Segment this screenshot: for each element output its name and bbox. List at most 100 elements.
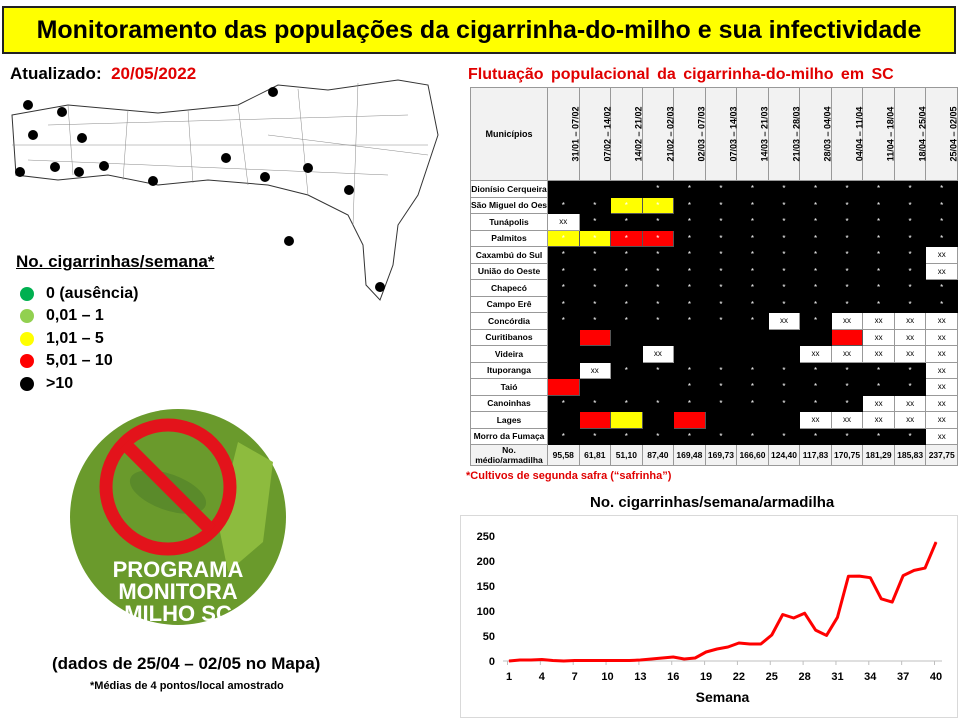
week-cell: *: [767, 427, 801, 445]
week-cell: xx: [830, 345, 864, 363]
footnote: *Médias de 4 pontos/local amostrado: [90, 680, 284, 692]
header-week: 21/02 – 02/03: [641, 87, 675, 181]
week-cell: *: [830, 279, 864, 297]
week-cell: [704, 411, 738, 429]
week-cell: *: [704, 262, 738, 280]
week-cell: [547, 328, 580, 346]
week-cell: *: [925, 279, 958, 297]
municipality-name: Ituporanga: [470, 361, 548, 379]
week-cell: *: [673, 246, 706, 264]
week-cell: [547, 345, 580, 363]
municipality-name: Caxambú do Sul: [470, 246, 548, 264]
week-cell: *: [736, 213, 769, 231]
legend-item: >10: [20, 375, 73, 393]
week-cell: *: [704, 213, 738, 231]
week-cell: *: [641, 312, 675, 330]
table-row: União do Oeste * * * * * * * * * * * * xx: [470, 262, 958, 280]
week-cell: *: [673, 312, 706, 330]
data-point: [508, 660, 510, 662]
week-cell: *: [925, 213, 958, 231]
municipality-name: Curitibanos: [470, 328, 548, 346]
week-cell: *: [673, 394, 706, 412]
week-cell: *: [641, 229, 675, 247]
week-cell: *: [830, 196, 864, 214]
week-cell: *: [547, 229, 580, 247]
data-point: [541, 659, 543, 660]
legend-label: 0 (ausência): [46, 285, 139, 302]
data-point: [804, 612, 806, 614]
week-cell: xx: [893, 394, 927, 412]
week-cell: *: [610, 427, 643, 445]
data-point: [519, 659, 521, 661]
table-row: São Miguel do Oeste * * * * * * * * * * * * *: [470, 196, 958, 214]
week-cell: *: [610, 229, 643, 247]
legend-item: 1,01 – 5: [20, 330, 104, 348]
x-axis-label: Semana: [696, 689, 750, 705]
week-cell: *: [767, 378, 801, 396]
week-cell: *: [610, 246, 643, 264]
week-cell: xx: [925, 312, 958, 330]
week-cell: xx: [925, 394, 958, 412]
legend-label: 5,01 – 10: [46, 352, 113, 369]
week-cell: *: [893, 229, 927, 247]
week-cell: *: [799, 196, 832, 214]
week-cell: *: [704, 180, 738, 198]
week-cell: *: [610, 213, 643, 231]
week-cell: *: [578, 295, 612, 313]
data-point: [607, 660, 609, 661]
week-cell: *: [704, 378, 738, 396]
series-line: [508, 541, 938, 663]
avg-label: No. médio/armadilha: [470, 444, 548, 466]
x-tick-label: 37: [897, 671, 909, 683]
table-row: Palmitos * * * * * * * * * * * * *: [470, 229, 958, 247]
week-cell: *: [862, 378, 895, 396]
week-cell: *: [547, 312, 580, 330]
week-cell: *: [673, 378, 706, 396]
week-cell: *: [893, 246, 927, 264]
week-cell: *: [578, 213, 612, 231]
avg-value: 169,48: [673, 444, 706, 466]
week-cell: xx: [641, 345, 675, 363]
week-cell: *: [641, 427, 675, 445]
week-cell: *: [862, 262, 895, 280]
week-cell: xx: [925, 345, 958, 363]
week-cell: *: [610, 361, 643, 379]
avg-value: 169,73: [704, 444, 738, 466]
week-cell: *: [830, 394, 864, 412]
data-point: [727, 646, 729, 648]
data-point: [869, 577, 871, 579]
week-cell: *: [578, 312, 612, 330]
week-cell: xx: [767, 312, 801, 330]
week-cell: [767, 345, 801, 363]
data-point: [793, 617, 795, 619]
x-tick-label: 13: [634, 671, 646, 683]
week-cell: *: [610, 262, 643, 280]
week-cell: *: [704, 361, 738, 379]
week-cell: xx: [925, 361, 958, 379]
legend-label: 0,01 – 1: [46, 307, 104, 324]
municipality-name: Campo Erê: [470, 295, 548, 313]
week-cell: *: [704, 312, 738, 330]
data-point: [738, 642, 740, 644]
week-cell: *: [799, 378, 832, 396]
data-point: [661, 657, 663, 659]
week-cell: *: [830, 378, 864, 396]
week-cell: *: [673, 262, 706, 280]
municipality-name: Tunápolis: [470, 213, 548, 231]
week-cell: xx: [925, 262, 958, 280]
header-week: 11/04 – 18/04: [862, 87, 896, 181]
x-tick-label: 1: [506, 671, 512, 683]
week-cell: *: [767, 180, 801, 198]
week-cell: [673, 411, 706, 429]
week-cell: xx: [862, 411, 895, 429]
y-tick-label: 250: [477, 531, 495, 543]
week-cell: *: [578, 246, 612, 264]
week-cell: *: [736, 378, 769, 396]
week-cell: *: [862, 180, 895, 198]
santa-catarina-map: [11, 79, 439, 301]
week-cell: *: [736, 295, 769, 313]
week-cell: *: [893, 262, 927, 280]
page-title: Monitoramento das populações da cigarrin…: [2, 6, 956, 54]
chart-title: No. cigarrinhas/semana/armadilha: [590, 494, 835, 511]
week-cell: xx: [925, 246, 958, 264]
